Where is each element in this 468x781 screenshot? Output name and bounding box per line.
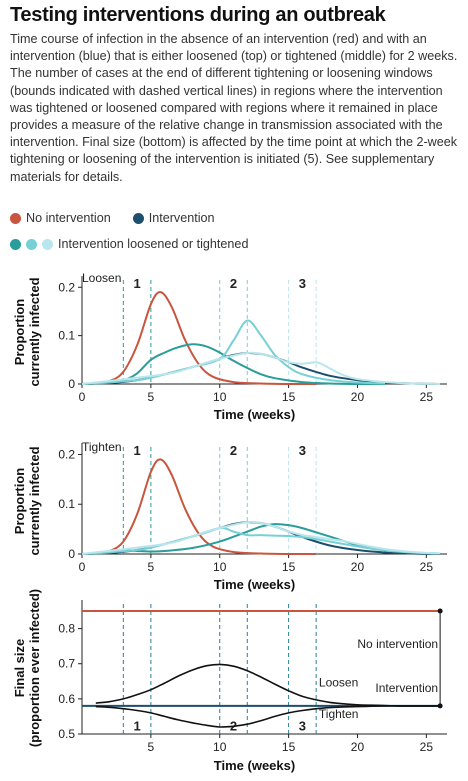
- loosen-chart: 0 0.1 0.2 0 5 10 15 20 25 1 2 3 Loosen Time (weeks) Pr…: [12, 271, 447, 422]
- x-axis-label: Time (weeks): [214, 758, 295, 773]
- final-size-marker-bottom: [437, 703, 443, 709]
- window-label: 2: [230, 276, 237, 291]
- y-axis-label-line-2: currently infected: [27, 446, 42, 555]
- x-tick-label: 25: [420, 560, 434, 574]
- series-line-window_1: [81, 343, 386, 386]
- series-line-no_intervention: [81, 458, 317, 556]
- x-tick-label: 15: [282, 390, 296, 404]
- x-tick-label: 10: [213, 390, 227, 404]
- window-label: 1: [133, 276, 140, 291]
- x-tick-label: 25: [420, 390, 434, 404]
- y-tick-label: 0: [68, 377, 75, 391]
- x-tick-label: 0: [79, 390, 86, 404]
- x-tick-label: 5: [148, 740, 155, 754]
- window-label: 1: [133, 443, 140, 458]
- y-axis-label: Proportion currently infected: [12, 446, 42, 555]
- series-line-window_3: [81, 520, 441, 555]
- y-tick-label: 0.8: [58, 622, 75, 636]
- panel-label: Tighten: [82, 440, 122, 454]
- y-tick-label: 0.2: [58, 447, 75, 461]
- x-tick-label: 15: [282, 560, 296, 574]
- legend-row-main: No intervention Intervention: [10, 209, 462, 227]
- y-tick-label: 0.1: [58, 329, 75, 343]
- y-axis-label-line-2: currently infected: [27, 277, 42, 386]
- tighten-chart: 0 0.1 0.2 0 5 10 15 20 25 1 2 3 Tighten Time (weeks) P…: [12, 440, 447, 592]
- label-loosen: Loosen: [319, 676, 358, 690]
- panel-label: Loosen: [82, 271, 121, 285]
- y-tick-label: 0.6: [58, 692, 75, 706]
- y-tick-label: 0: [68, 547, 75, 561]
- x-tick-label: 25: [420, 740, 434, 754]
- x-tick-label: 15: [282, 740, 296, 754]
- label-no-intervention: No intervention: [357, 637, 438, 651]
- x-axis-label: Time (weeks): [214, 577, 295, 592]
- final-size-marker-top: [437, 608, 443, 614]
- window-3-swatch: [42, 238, 53, 250]
- y-axis-label-line-1: Proportion: [12, 468, 27, 534]
- x-tick-label: 0: [79, 560, 86, 574]
- y-axis-label-line-1: Proportion: [12, 299, 27, 365]
- no-intervention-swatch: [10, 212, 21, 224]
- window-2-swatch: [26, 238, 37, 250]
- window-label: 2: [230, 443, 237, 458]
- legend-window: Intervention loosened or tightened: [58, 237, 249, 251]
- x-tick-label: 20: [351, 560, 365, 574]
- y-axis-label: Final size (proportion ever infected): [12, 589, 42, 747]
- x-tick-label: 20: [351, 390, 365, 404]
- y-axis-label-line-1: Final size: [12, 639, 27, 698]
- window-label: 1: [133, 719, 140, 734]
- intervention-swatch: [132, 212, 144, 224]
- y-tick-label: 0.5: [58, 727, 75, 741]
- series-line-no_intervention: [81, 291, 317, 386]
- window-label: 3: [299, 443, 306, 458]
- legend: No intervention Intervention Interventio…: [10, 209, 462, 253]
- window-1-swatch: [10, 238, 21, 250]
- y-axis-label: Proportion currently infected: [12, 277, 42, 386]
- y-tick-label: 0.2: [58, 280, 75, 294]
- figure-caption: Time course of infection in the absence …: [10, 32, 458, 184]
- window-label: 3: [299, 719, 306, 734]
- series-line-window_3: [81, 351, 441, 385]
- label-intervention: Intervention: [375, 681, 438, 695]
- figure-title: Testing interventions during an outbreak: [10, 4, 386, 26]
- label-tighten: Tighten: [319, 707, 359, 721]
- window-label: 3: [299, 276, 306, 291]
- y-tick-label: 0.1: [58, 497, 75, 511]
- x-tick-label: 5: [148, 560, 155, 574]
- series-line-tighten: [95, 705, 441, 728]
- legend-intervention: Intervention: [148, 211, 215, 225]
- x-tick-label: 10: [213, 740, 227, 754]
- x-tick-label: 10: [213, 560, 227, 574]
- x-axis-label: Time (weeks): [214, 407, 295, 422]
- y-tick-label: 0.7: [58, 657, 75, 671]
- legend-no-intervention: No intervention: [26, 211, 111, 225]
- x-tick-label: 20: [351, 740, 365, 754]
- x-tick-label: 5: [148, 390, 155, 404]
- legend-row-window: Intervention loosened or tightened: [10, 235, 462, 253]
- y-axis-label-line-2: (proportion ever infected): [27, 589, 42, 747]
